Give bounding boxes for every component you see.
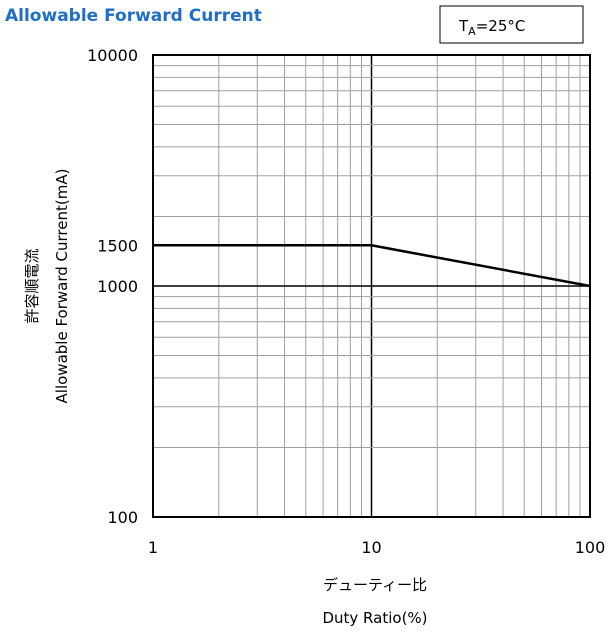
y-tick-label: 100 bbox=[107, 508, 138, 527]
series-line bbox=[153, 244, 591, 288]
y-axis-label: Allowable Forward Current(mA) bbox=[53, 169, 71, 404]
grid bbox=[153, 55, 590, 517]
series-layer bbox=[153, 244, 591, 288]
condition-value: =25°C bbox=[476, 17, 526, 35]
x-axis-label-jp: デューティー比 bbox=[323, 576, 427, 594]
y-tick-labels: 100 1000 1500 10000 bbox=[87, 46, 138, 527]
x-tick-label: 10 bbox=[361, 538, 381, 557]
x-axis-label: Duty Ratio(%) bbox=[322, 609, 427, 627]
chart-title: Allowable Forward Current bbox=[5, 6, 262, 26]
condition-subscript: A bbox=[468, 25, 476, 38]
x-tick-labels: 1 10 100 bbox=[148, 538, 605, 557]
x-tick-label: 1 bbox=[148, 538, 158, 557]
y-axis-label-jp: 許容順電流 bbox=[23, 248, 41, 323]
condition-prefix: T bbox=[458, 17, 469, 35]
y-tick-label: 1000 bbox=[97, 277, 138, 296]
y-tick-label: 1500 bbox=[97, 236, 138, 255]
condition-box: TA=25°C bbox=[439, 5, 584, 44]
y-tick-label: 10000 bbox=[87, 46, 138, 65]
x-tick-label: 100 bbox=[575, 538, 606, 557]
condition-label: TA=25°C bbox=[458, 17, 525, 38]
